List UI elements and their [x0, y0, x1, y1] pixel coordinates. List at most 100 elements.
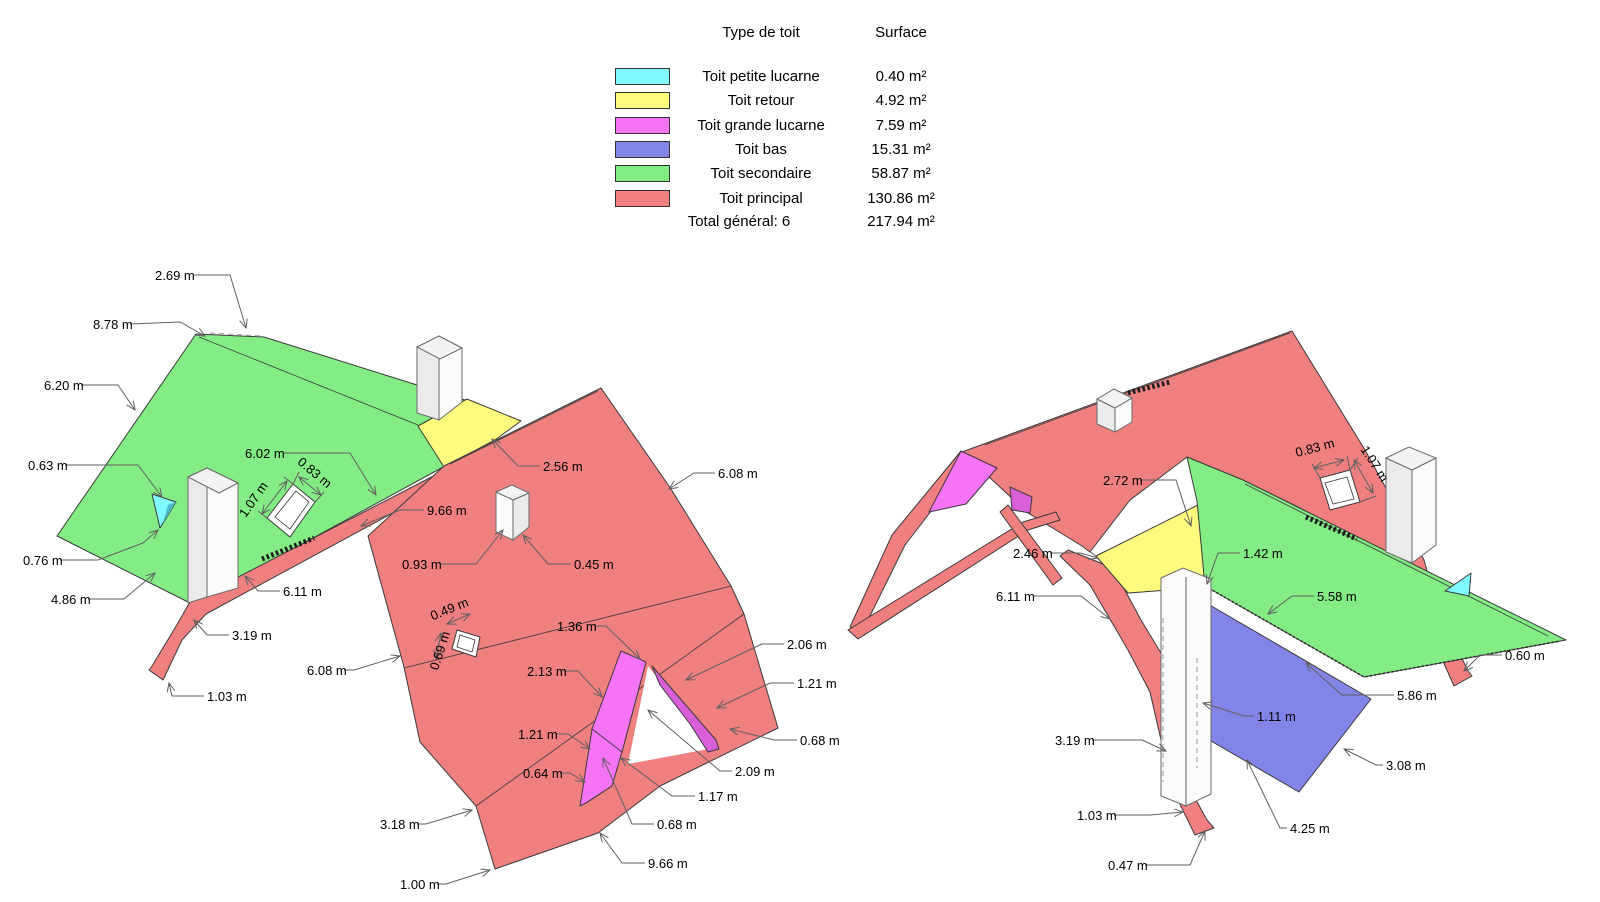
legend-row: Toit principal 130.86 m²	[610, 190, 970, 208]
legend-value: 58.87 m²	[871, 165, 931, 182]
roof-principal-eave-strip[interactable]	[148, 469, 451, 681]
dim-label: 9.66 m	[427, 503, 467, 518]
dormer-opening	[628, 666, 714, 764]
roof-secondaire[interactable]	[1186, 456, 1567, 678]
dim-label: 6.08 m	[718, 466, 758, 481]
roof-principal-edge-band[interactable]	[999, 504, 1063, 586]
dim-label: 0.60 m	[1505, 648, 1545, 663]
dim-label: 2.69 m	[155, 268, 195, 283]
dim-label: 4.25 m	[1290, 821, 1330, 836]
dim-label: 3.18 m	[380, 817, 420, 832]
dim-label: 9.66 m	[648, 856, 688, 871]
roof-petite-lucarne-side	[163, 502, 176, 523]
legend-label: Toit petite lucarne	[702, 68, 820, 85]
dim-label: 5.86 m	[1397, 688, 1437, 703]
dim-label: 0.93 m	[402, 557, 442, 572]
legend-total-row: Total général: 6 217.94 m²	[610, 213, 970, 231]
dimension-leaders	[60, 274, 797, 885]
chimney[interactable]	[1384, 446, 1438, 564]
dim-label: 2.46 m	[1013, 546, 1053, 561]
skylight-edge-hatch	[261, 535, 315, 562]
dim-label: 0.45 m	[574, 557, 614, 572]
roof-grande-lucarne-side[interactable]	[651, 665, 720, 753]
skylight[interactable]	[1319, 469, 1361, 511]
legend-value: 7.59 m²	[875, 117, 927, 134]
roof-grande-lucarne[interactable]	[928, 450, 998, 513]
dim-label: 2.13 m	[527, 664, 567, 679]
dim-label: 2.72 m	[1103, 473, 1143, 488]
dim-label: 1.00 m	[400, 877, 440, 892]
chimney[interactable]	[415, 335, 464, 422]
dim-label: 6.11 m	[996, 589, 1035, 604]
dim-label: 6.20 m	[44, 378, 84, 393]
chimney[interactable]	[186, 467, 240, 604]
legend-swatch-bas	[615, 141, 670, 158]
legend-row: Toit grande lucarne 7.59 m²	[610, 117, 970, 135]
dim-label: 1.17 m	[698, 789, 738, 804]
skylight[interactable]	[451, 629, 481, 658]
legend-swatch-petite-lucarne	[615, 68, 670, 85]
legend-value: 15.31 m²	[871, 141, 931, 158]
ridge-line	[198, 336, 419, 426]
roof-vent-block[interactable]	[494, 484, 531, 542]
dim-label: 3.19 m	[1055, 733, 1095, 748]
legend-label: Toit retour	[727, 92, 795, 109]
dim-label: 3.08 m	[1386, 758, 1426, 773]
dim-label: 1.21 m	[797, 676, 837, 691]
dim-label: 1.03 m	[1077, 808, 1117, 823]
ridge-line	[1244, 483, 1549, 637]
dim-label: 6.08 m	[307, 663, 347, 678]
dormer-fold	[585, 785, 613, 804]
legend-value: 0.40 m²	[875, 68, 927, 85]
roof-schedule: Type de toit Surface Toit petite lucarne…	[610, 14, 970, 234]
legend-row: Toit retour 4.92 m²	[610, 92, 970, 110]
schedule-col-surface-header: Surface	[875, 24, 927, 41]
schedule-col-type-header: Type de toit	[722, 24, 800, 41]
dim-label: 0.47 m	[1108, 858, 1148, 873]
roof-petite-lucarne[interactable]	[1444, 572, 1472, 597]
dim-label: 6.11 m	[283, 584, 322, 599]
dim-label: 2.56 m	[543, 459, 583, 474]
ridge-line	[449, 390, 599, 465]
legend-swatch-retour	[615, 92, 670, 109]
roof-principal-eave-strip[interactable]	[847, 511, 1061, 640]
dim-label: 6.02 m	[245, 446, 285, 461]
dim-label: 2.06 m	[787, 637, 827, 652]
dim-label: 1.36 m	[557, 619, 597, 634]
dim-label: 1.42 m	[1243, 546, 1283, 561]
legend-label: Toit principal	[719, 190, 803, 207]
legend-total-value: 217.94 m²	[867, 213, 935, 230]
dim-label: 0.64 m	[523, 766, 563, 781]
dim-label: 4.86 m	[51, 592, 91, 607]
dim-label: 0.76 m	[23, 553, 63, 568]
dim-label: 1.11 m	[1257, 709, 1296, 724]
skylight-edge-hatch	[1127, 379, 1171, 396]
legend-swatch-principal	[615, 190, 670, 207]
dim-label: 0.68 m	[800, 733, 840, 748]
dim-label: 8.78 m	[93, 317, 133, 332]
legend-row: Toit petite lucarne 0.40 m²	[610, 68, 970, 86]
dim-label: 3.19 m	[232, 628, 272, 643]
roof-fold-line	[403, 585, 732, 669]
wall-pillar	[1160, 567, 1212, 807]
roof-grande-lucarne-side[interactable]	[1009, 486, 1033, 514]
roof-petite-lucarne[interactable]	[151, 493, 177, 529]
dim-label: 5.58 m	[1317, 589, 1357, 604]
left-roof-axonometric-view[interactable]: 2.69 m 8.78 m 6.20 m 0.63 m 6.02 m 0.83 …	[23, 268, 840, 892]
chimney[interactable]	[1095, 388, 1134, 433]
legend-label: Toit grande lucarne	[697, 117, 825, 134]
legend-swatch-grande-lucarne	[615, 117, 670, 134]
right-roof-axonometric-view[interactable]: 2.72 m 2.46 m 6.11 m 0.83 m 1.07 m 1.42 …	[847, 330, 1567, 873]
dormer-fold	[591, 728, 623, 753]
legend-total-label: Total général: 6	[687, 213, 791, 230]
legend-value: 130.86 m²	[867, 190, 935, 207]
dim-label: 0.68 m	[657, 817, 697, 832]
legend-row: Toit secondaire 58.87 m²	[610, 165, 970, 183]
dim-label: 0.63 m	[28, 458, 68, 473]
dim-label: 1.21 m	[518, 727, 558, 742]
skylight-edge-hatch	[1305, 514, 1358, 542]
dimension-leaders	[1033, 455, 1502, 866]
dim-label: 1.03 m	[207, 689, 247, 704]
